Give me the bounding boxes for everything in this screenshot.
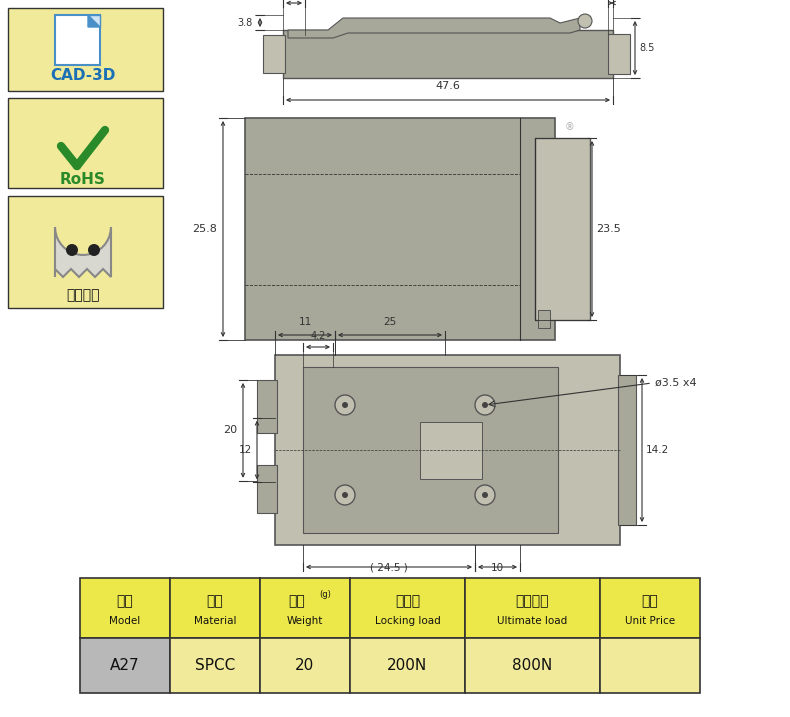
Bar [263,35,285,73]
Text: 25.8: 25.8 [192,224,217,234]
Bar [8,196,163,308]
Bar [275,355,620,545]
Bar [600,578,700,638]
Text: 200N: 200N [387,658,427,673]
Circle shape [482,492,488,498]
Bar [257,465,277,513]
Text: 8.5: 8.5 [639,43,654,53]
Text: 极限荷载: 极限荷载 [516,594,549,608]
Text: SPCC: SPCC [195,658,235,673]
Bar [303,367,558,533]
Text: 4.2: 4.2 [310,331,325,341]
Bar [535,138,590,320]
Bar [283,30,613,78]
Text: RoHS: RoHS [60,173,106,188]
Bar [465,578,600,638]
Bar [350,578,465,638]
Text: 锁紧力: 锁紧力 [395,594,420,608]
Text: 25: 25 [383,317,397,327]
Bar [55,15,100,65]
Text: ø3.5 x4: ø3.5 x4 [655,378,697,388]
Bar [170,638,260,693]
Bar [260,638,350,693]
Bar [170,578,260,638]
Text: 单价: 单价 [641,594,658,608]
Bar [618,375,636,525]
Circle shape [475,485,495,505]
Text: 23.5: 23.5 [596,224,621,234]
Bar [608,34,630,74]
Circle shape [578,14,592,28]
Bar [8,98,163,188]
Polygon shape [88,15,100,27]
Bar [245,118,555,340]
Text: 20: 20 [295,658,314,673]
Text: Ultimate load: Ultimate load [498,616,568,626]
Circle shape [88,244,100,256]
Text: 挂钩隐藏: 挂钩隐藏 [66,288,100,302]
Bar [538,310,550,328]
Bar [80,578,170,638]
Text: 47.6: 47.6 [435,81,461,91]
Text: 重量: 重量 [288,594,306,608]
Text: Model: Model [109,616,141,626]
Text: TANJA: TANJA [324,190,446,224]
Text: ——天甲工业——: ——天甲工业—— [344,244,424,257]
Circle shape [475,395,495,415]
Text: 3.8: 3.8 [238,17,253,27]
Text: 12: 12 [239,445,252,455]
Bar [257,380,277,433]
Circle shape [342,402,348,408]
Text: Weight: Weight [287,616,323,626]
Circle shape [335,485,355,505]
Text: 11: 11 [299,317,311,327]
Text: A27: A27 [110,658,140,673]
Circle shape [482,402,488,408]
Text: 10: 10 [491,563,504,573]
Bar [420,422,482,478]
Polygon shape [55,227,111,277]
Circle shape [66,244,78,256]
Text: 材质: 材质 [207,594,224,608]
Text: 型号: 型号 [117,594,134,608]
Polygon shape [288,18,580,38]
Bar [80,638,170,693]
Text: Locking load: Locking load [374,616,440,626]
Circle shape [335,395,355,415]
Text: (g): (g) [319,590,331,599]
Text: Material: Material [194,616,236,626]
Text: CAD-3D: CAD-3D [51,67,115,82]
Text: ( 24.5 ): ( 24.5 ) [371,563,408,573]
Circle shape [342,492,348,498]
Bar [260,578,350,638]
Bar [350,638,465,693]
Text: 800N: 800N [513,658,553,673]
Bar [465,638,600,693]
Bar [8,8,163,91]
Polygon shape [88,15,100,27]
Text: 14.2: 14.2 [646,445,669,455]
Text: Unit Price: Unit Price [625,616,675,626]
Bar [600,638,700,693]
Text: ®: ® [565,122,575,132]
Text: 20: 20 [223,425,237,435]
